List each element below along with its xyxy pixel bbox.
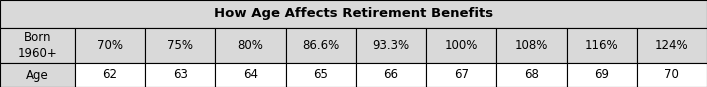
Text: 68: 68 <box>524 68 539 82</box>
Bar <box>356 63 426 87</box>
Bar <box>75 63 145 87</box>
Bar <box>356 28 426 63</box>
Bar <box>426 63 496 87</box>
Bar <box>637 28 707 63</box>
Bar <box>426 28 496 63</box>
Text: 65: 65 <box>313 68 328 82</box>
Text: 70: 70 <box>665 68 679 82</box>
Bar <box>566 63 637 87</box>
Text: 66: 66 <box>383 68 399 82</box>
Bar <box>216 28 286 63</box>
Text: 69: 69 <box>594 68 609 82</box>
Bar <box>566 28 637 63</box>
Text: Age: Age <box>26 68 49 82</box>
Text: 116%: 116% <box>585 39 619 52</box>
Text: 63: 63 <box>173 68 188 82</box>
Bar <box>286 28 356 63</box>
Text: 100%: 100% <box>445 39 478 52</box>
Text: 86.6%: 86.6% <box>302 39 339 52</box>
Bar <box>75 28 145 63</box>
Bar <box>216 63 286 87</box>
Text: Born
1960+: Born 1960+ <box>18 31 57 60</box>
Text: 80%: 80% <box>238 39 264 52</box>
Text: 67: 67 <box>454 68 469 82</box>
Bar <box>0 63 75 87</box>
Bar <box>637 63 707 87</box>
Bar <box>145 28 216 63</box>
Text: 93.3%: 93.3% <box>373 39 409 52</box>
Text: 70%: 70% <box>97 39 123 52</box>
Text: 64: 64 <box>243 68 258 82</box>
Bar <box>286 63 356 87</box>
Text: 124%: 124% <box>655 39 689 52</box>
Bar <box>145 63 216 87</box>
Text: How Age Affects Retirement Benefits: How Age Affects Retirement Benefits <box>214 7 493 21</box>
Bar <box>0 0 707 28</box>
Text: 62: 62 <box>103 68 117 82</box>
Bar <box>0 28 75 63</box>
Bar <box>496 63 566 87</box>
Bar <box>496 28 566 63</box>
Text: 108%: 108% <box>515 39 548 52</box>
Text: 75%: 75% <box>168 39 193 52</box>
